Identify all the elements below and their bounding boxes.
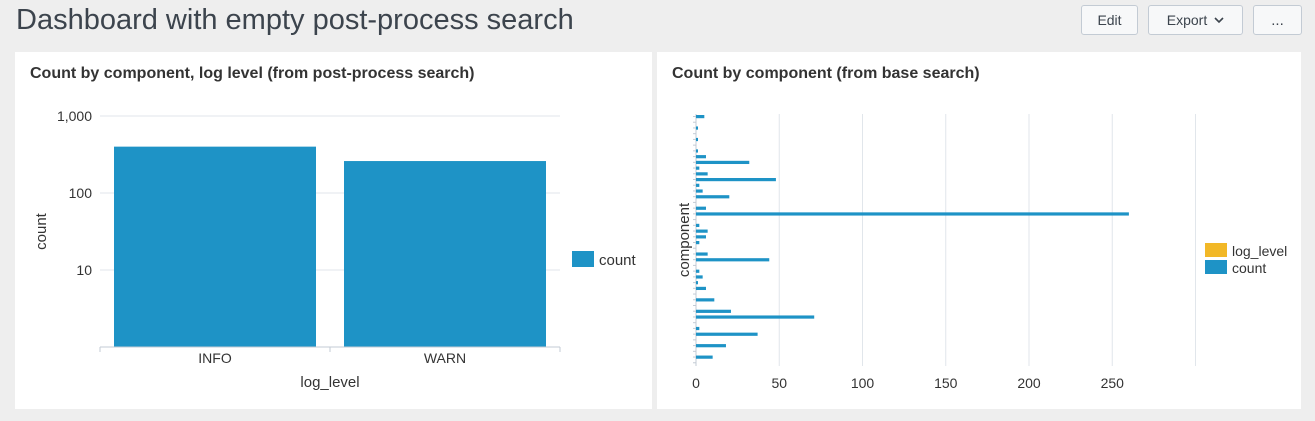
post-process-bar-chart: 10 100 1,000 INFO WARN log_level count count (33, 108, 637, 391)
edit-button-label: Edit (1097, 12, 1122, 28)
bar-count (696, 298, 715, 302)
more-actions-label: ... (1271, 11, 1284, 29)
legend-swatch-log-level (1205, 243, 1227, 257)
legend-swatch-count (572, 251, 594, 267)
bar-count (696, 178, 776, 182)
bar-count (696, 183, 700, 187)
panel-title: Count by component (from base search) (672, 65, 980, 82)
bar-count (696, 258, 770, 262)
x-tick-label: INFO (198, 350, 232, 366)
x-tick-label: 0 (692, 375, 700, 391)
bar-count (696, 241, 700, 245)
bar-count (696, 115, 705, 119)
bar-count (696, 235, 706, 239)
bar-count (696, 332, 758, 336)
bar-count (696, 155, 706, 159)
y-tick-label: 100 (69, 185, 93, 201)
x-tick-label: 100 (851, 375, 875, 391)
panel-title: Count by component, log level (from post… (30, 65, 475, 82)
x-tick-label: WARN (424, 350, 466, 366)
legend-label: log_level (1232, 243, 1287, 259)
chevron-down-icon (1214, 16, 1224, 24)
bar-count (696, 126, 698, 130)
bar-count (696, 326, 700, 331)
x-tick-label: 200 (1017, 375, 1041, 391)
legend-swatch-count (1205, 260, 1227, 274)
bar-count (696, 149, 698, 153)
y-tick-label: 1,000 (57, 108, 92, 124)
bar-count (696, 189, 703, 193)
bar-warn (344, 161, 546, 347)
bar-count (696, 212, 1129, 216)
y-axis-title: count (33, 212, 50, 250)
x-tick-label: 150 (934, 375, 958, 391)
export-button[interactable]: Export (1148, 5, 1243, 35)
x-axis-title: log_level (300, 374, 359, 391)
bar-count (696, 137, 698, 142)
bar-count (696, 229, 708, 233)
bar-count (696, 355, 713, 359)
bar-count (696, 315, 815, 319)
bar-count (696, 172, 708, 176)
bar-count (696, 286, 706, 291)
y-tick-label: 10 (76, 262, 92, 278)
bar-count (696, 281, 698, 285)
bar-info (114, 146, 316, 347)
export-button-label: Export (1166, 12, 1208, 28)
bar-count (696, 275, 703, 279)
bar-count (696, 252, 708, 256)
page-title: Dashboard with empty post-process search (16, 4, 574, 36)
x-tick-label: 250 (1101, 375, 1125, 391)
bar-count (696, 309, 731, 313)
bar-count (696, 195, 730, 199)
legend-label: count (1232, 260, 1266, 276)
bar-count (696, 206, 706, 210)
x-tick-label: 50 (771, 375, 787, 391)
more-actions-button[interactable]: ... (1253, 5, 1302, 35)
y-axis-title: component (676, 202, 693, 277)
edit-button[interactable]: Edit (1081, 5, 1138, 35)
bar-count (696, 166, 700, 170)
panel-post-process: Count by component, log level (from post… (15, 52, 652, 409)
panel-base-search: Count by component (from base search) 0 5… (657, 52, 1301, 409)
bar-count (696, 269, 700, 273)
bar-count (696, 344, 726, 348)
bar-count (696, 160, 750, 165)
bar-count (696, 223, 700, 228)
legend-label: count (599, 252, 637, 269)
